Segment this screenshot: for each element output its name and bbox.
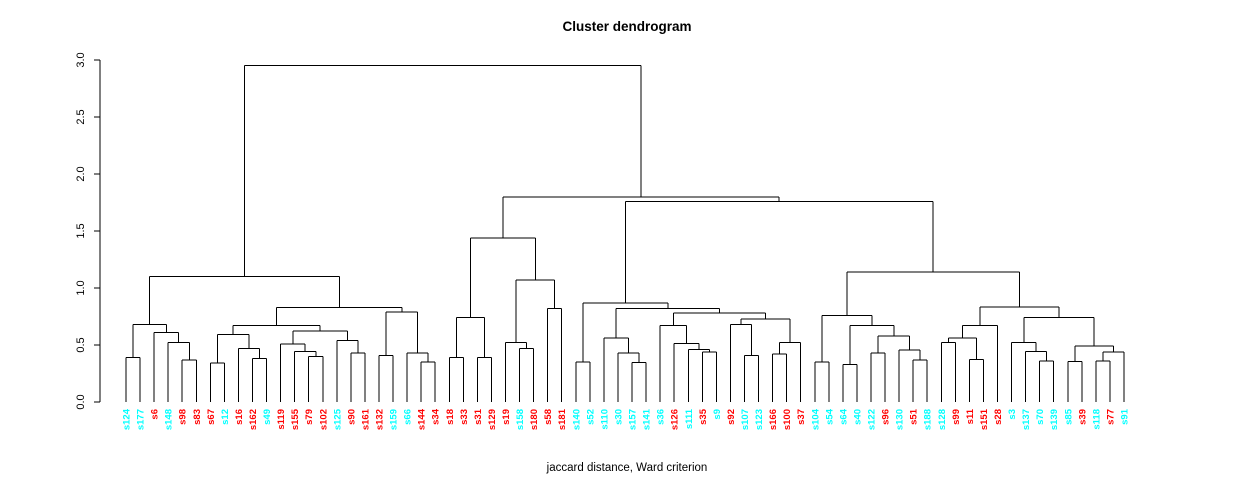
leaf-label: s107 <box>740 409 751 430</box>
leaf-label: s91 <box>1120 408 1131 425</box>
leaf-label: s64 <box>838 408 849 425</box>
leaf-label: s132 <box>375 409 386 430</box>
leaf-label: s34 <box>431 408 442 425</box>
leaf-label: s124 <box>122 408 133 430</box>
leaf-label: s181 <box>557 408 568 430</box>
dendrogram-links <box>125 65 1125 402</box>
leaf-label: s54 <box>824 408 835 425</box>
leaf-label: s157 <box>628 409 639 430</box>
leaf-label: s19 <box>501 409 512 425</box>
leaf-label: s67 <box>206 409 217 425</box>
leaf-label: s83 <box>192 409 203 425</box>
dendrogram-link-lines <box>125 65 1125 402</box>
leaf-label: s28 <box>993 409 1004 425</box>
leaf-label: s16 <box>234 409 245 425</box>
y-axis: 0.0 0.5 1.0 1.5 2.0 2.5 3.0 <box>75 52 101 410</box>
leaf-label: s52 <box>585 409 596 425</box>
leaf-label: s6 <box>150 409 161 420</box>
leaf-label: s144 <box>417 408 428 430</box>
leaf-label: s33 <box>459 409 470 425</box>
leaf-label: s40 <box>852 409 863 425</box>
leaf-label: s123 <box>754 409 765 430</box>
leaf-label: s35 <box>698 408 709 425</box>
y-axis-tick-label: 2.0 <box>75 166 87 181</box>
y-axis-tick-label: 2.5 <box>75 109 87 124</box>
leaf-label: s166 <box>768 409 779 430</box>
leaf-label: s58 <box>543 409 554 425</box>
leaf-label: s159 <box>389 409 400 430</box>
leaf-label: s90 <box>346 409 357 425</box>
y-axis-tick-label: 1.5 <box>75 223 87 238</box>
leaf-label: s79 <box>304 409 315 425</box>
leaf-labels: s124 s177 s6 s148 s98 s83 s67 s12 s16 s162 s49 s119… <box>122 408 1131 430</box>
leaf-label: s161 <box>360 408 371 430</box>
leaf-label: s99 <box>951 409 962 425</box>
leaf-label: s110 <box>599 409 610 430</box>
leaf-label: s180 <box>529 409 540 430</box>
leaf-label: s11 <box>965 408 976 424</box>
x-axis-caption: jaccard distance, Ward criterion <box>546 462 708 474</box>
leaf-label: s66 <box>403 409 414 425</box>
leaf-label: s162 <box>248 409 259 430</box>
y-axis-tick-label: 0.5 <box>75 337 87 352</box>
leaf-label: s92 <box>726 409 737 425</box>
leaf-label: s37 <box>796 409 807 425</box>
leaf-label: s102 <box>318 409 329 430</box>
y-axis-tick-label: 3.0 <box>75 52 87 67</box>
leaf-label: s188 <box>923 409 934 430</box>
leaf-label: s151 <box>979 408 990 430</box>
leaf-label: s77 <box>1105 409 1116 425</box>
leaf-label: s30 <box>613 409 624 425</box>
leaf-label: s130 <box>895 409 906 430</box>
leaf-label: s111 <box>684 408 695 429</box>
leaf-label: s128 <box>937 409 948 430</box>
leaf-label: s3 <box>1007 409 1018 420</box>
leaf-label: s18 <box>445 409 456 425</box>
leaf-label: s140 <box>571 409 582 430</box>
y-axis-tick-label: 0.0 <box>75 394 87 409</box>
leaf-label: s9 <box>712 409 723 420</box>
leaf-label: s137 <box>1021 409 1032 430</box>
leaf-label: s155 <box>290 408 301 430</box>
leaf-label: s12 <box>220 409 231 425</box>
leaf-label: s36 <box>656 409 667 425</box>
leaf-label: s141 <box>642 408 653 430</box>
leaf-label: s31 <box>473 408 484 425</box>
leaf-label: s96 <box>881 409 892 425</box>
leaf-label: s98 <box>178 409 189 425</box>
chart-title: Cluster dendrogram <box>562 19 691 34</box>
leaf-label: s139 <box>1049 409 1060 430</box>
leaf-label: s118 <box>1091 409 1102 430</box>
leaf-label: s39 <box>1077 409 1088 425</box>
y-axis-tick-label: 1.0 <box>75 280 87 295</box>
leaf-label: s119 <box>276 409 287 430</box>
leaf-label: s49 <box>262 409 273 425</box>
leaf-label: s85 <box>1063 408 1074 425</box>
leaf-label: s70 <box>1035 409 1046 425</box>
leaf-label: s158 <box>515 409 526 430</box>
leaf-label: s126 <box>670 409 681 430</box>
leaf-label: s148 <box>164 409 175 430</box>
leaf-label: s177 <box>136 409 147 430</box>
leaf-label: s125 <box>332 408 343 430</box>
leaf-label: s122 <box>866 409 877 430</box>
leaf-label: s51 <box>909 408 920 425</box>
leaf-label: s104 <box>810 408 821 430</box>
leaf-label: s100 <box>782 409 793 430</box>
leaf-label: s129 <box>487 409 498 430</box>
